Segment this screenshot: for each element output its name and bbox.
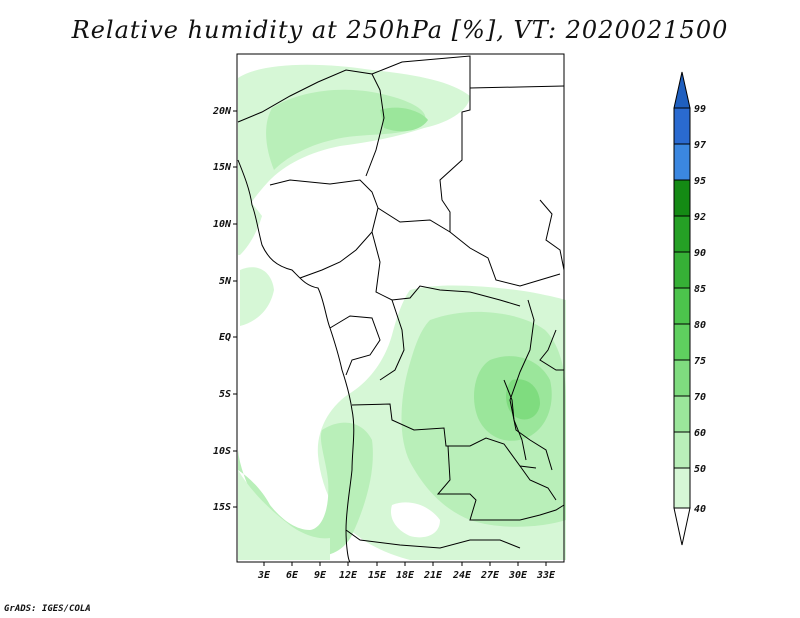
map-frame: [236, 53, 565, 563]
lon-label-12e: 12E: [339, 570, 358, 581]
lon-label-30e: 30E: [508, 570, 528, 581]
colorbar-seg-80: [673, 287, 691, 325]
colorbar-seg-85: [673, 251, 691, 289]
lon-label-15e: 15E: [368, 570, 387, 581]
grads-credit: GrADS: IGES/COLA: [4, 604, 91, 614]
colorbar-seg-40: [673, 467, 691, 509]
colorbar-bottom-arrow: [673, 507, 691, 546]
colorbar: [673, 71, 691, 546]
border-south-east: [519, 504, 565, 521]
lon-axis: [263, 562, 547, 566]
rh-region-west-patch: [240, 267, 274, 326]
lon-label-24e: 24E: [452, 570, 472, 581]
lat-label-15n: 15N: [213, 162, 232, 173]
lon-label-3e: 3E: [257, 570, 271, 581]
colorbar-seg-90: [673, 215, 691, 253]
colorbar-label-99: 99: [694, 104, 706, 115]
border-east: [539, 199, 565, 271]
rh-region-north-core2: [380, 107, 428, 132]
colorbar-seg-70: [673, 359, 691, 397]
lat-label-10n: 10N: [213, 219, 232, 230]
border-drc-angola: [351, 403, 537, 469]
border-great-lakes: [509, 299, 553, 471]
lat-label-15s: 15S: [213, 502, 231, 513]
lat-label-5n: 5N: [219, 276, 232, 287]
rh-region-central-core2: [506, 379, 540, 420]
colorbar-label-60: 60: [694, 428, 706, 439]
colorbar-label-92: 92: [694, 212, 706, 223]
lon-label-27e: 27E: [480, 570, 500, 581]
colorbar-top-arrow: [673, 71, 691, 109]
colorbar-seg-92: [673, 179, 691, 217]
colorbar-seg-60: [673, 395, 691, 433]
border-drc-north: [379, 299, 405, 381]
border-east-2: [539, 329, 564, 371]
lat-label-10s: 10S: [213, 446, 231, 457]
border-angola-zambia: [436, 445, 520, 521]
colorbar-label-40: 40: [694, 504, 706, 515]
lon-label-9e: 9E: [314, 570, 327, 581]
border-chad-car: [377, 207, 561, 287]
border-sahara-1: [237, 69, 385, 177]
border-zambia: [519, 465, 557, 501]
lon-tick-labels: 3E 6E 9E 12E 15E 18E 21E 24E 27E 30E 33E: [257, 570, 556, 581]
lon-label-6e: 6E: [286, 570, 299, 581]
border-sahara-2: [371, 55, 471, 232]
lon-label-33e: 33E: [536, 570, 556, 581]
colorbar-label-90: 90: [694, 248, 706, 259]
lat-label-5s: 5S: [219, 389, 231, 400]
colorbar-label-70: 70: [694, 392, 706, 403]
lon-label-18e: 18E: [396, 570, 415, 581]
colorbar-label-75: 75: [694, 356, 706, 367]
rh-region-southwest-band: [238, 470, 330, 560]
rh-region-west-coast: [238, 190, 262, 255]
lat-axis: [233, 110, 237, 508]
border-south: [345, 529, 521, 549]
colorbar-label-85: 85: [694, 284, 706, 295]
colorbar-seg-75: [673, 323, 691, 361]
country-borders: [237, 55, 565, 563]
border-congo: [329, 315, 381, 376]
border-nigeria: [269, 179, 379, 279]
rh-region-south-white: [390, 502, 440, 538]
colorbar-label-50: 50: [694, 464, 706, 475]
colorbar-seg-50: [673, 431, 691, 469]
border-cameroon-car: [371, 231, 521, 307]
colorbar-label-80: 80: [694, 320, 706, 331]
map-title: Relative humidity at 250hPa [%], VT: 202…: [71, 16, 729, 44]
lat-tick-labels: 20N 15N 10N 5N EQ 5S 10S 15S: [212, 106, 232, 513]
border-north-east: [469, 85, 565, 89]
colorbar-seg-95: [673, 143, 691, 181]
lake-outline: [503, 379, 527, 461]
colorbar-label-95: 95: [694, 176, 706, 187]
lat-label-20n: 20N: [212, 106, 232, 117]
colorbar-seg-97: [673, 107, 691, 145]
lat-label-eq: EQ: [219, 332, 231, 343]
colorbar-label-97: 97: [694, 140, 706, 151]
lon-label-21e: 21E: [423, 570, 443, 581]
colorbar-labels: 99 97 95 92 90 85 80 75 70 60 50 40: [694, 104, 706, 515]
humidity-field: [238, 64, 566, 560]
